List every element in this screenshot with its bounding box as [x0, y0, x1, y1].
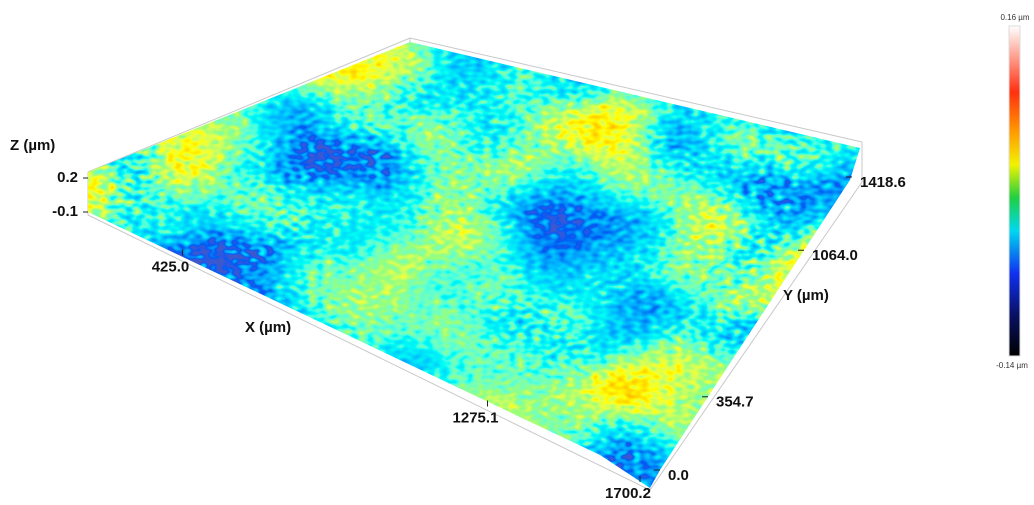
y-tick-label: 0.0: [668, 467, 689, 484]
x-tick-label: 1700.2: [605, 485, 651, 502]
y-tick-label: 1418.6: [860, 174, 906, 191]
x-axis-label: X (µm): [245, 319, 291, 336]
y-tick-label: 354.7: [716, 394, 754, 411]
y-tick-label: 1064.0: [812, 247, 858, 264]
surface: [0, 0, 1034, 505]
colorbar-max-label: 0.16 µm: [1000, 13, 1029, 22]
x-tick-label: 425.0: [152, 258, 190, 275]
chart: Z (µm) X (µm) Y (µm) 0.16 µm -0.14 µm 42…: [0, 0, 1034, 505]
y-axis-label: Y (µm): [783, 287, 829, 304]
z-axis-label: Z (µm): [10, 137, 55, 154]
colorbar: [1009, 26, 1020, 356]
z-tick-label: -0.1: [52, 203, 78, 220]
x-tick-label: 1275.1: [453, 409, 499, 426]
z-tick-label: 0.2: [57, 169, 78, 186]
colorbar-min-label: -0.14 µm: [996, 361, 1028, 370]
